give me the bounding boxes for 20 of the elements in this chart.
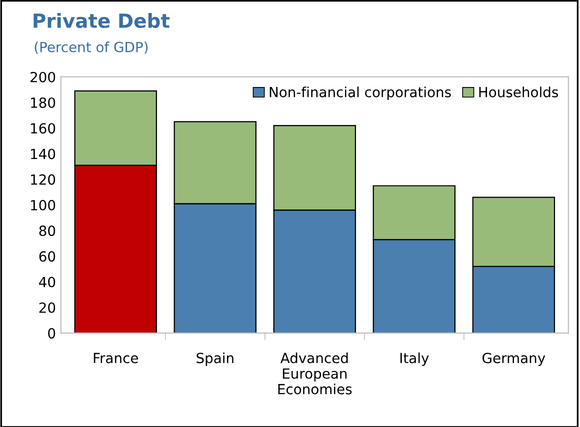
y-tick-label: 60 <box>39 251 56 262</box>
y-tick-label: 120 <box>31 174 56 185</box>
y-tick-label: 140 <box>31 148 56 160</box>
chart-title: Private Debt <box>34 12 170 28</box>
y-tick-label: 160 <box>31 123 56 134</box>
x-tick-label: Spain <box>196 352 234 366</box>
y-tick-label: 100 <box>31 200 56 210</box>
legend-label: Households <box>479 86 558 98</box>
y-tick-label: 80 <box>39 226 56 236</box>
x-tick-label: Italy <box>400 352 429 366</box>
y-tick-label: 180 <box>31 97 56 108</box>
y-tick-label: 200 <box>30 72 56 82</box>
chart-subtitle: (Percent of GDP) <box>34 42 148 54</box>
legend-label: Non-financial corporations <box>270 86 451 100</box>
y-tick-label: 40 <box>39 276 56 288</box>
y-tick-label: 0 <box>48 328 56 339</box>
x-tick-label: France <box>94 352 138 364</box>
x-tick-label: Advanced European Economies <box>278 352 352 394</box>
x-tick-label: Germany <box>482 352 546 366</box>
y-tick-label: 20 <box>39 302 56 313</box>
